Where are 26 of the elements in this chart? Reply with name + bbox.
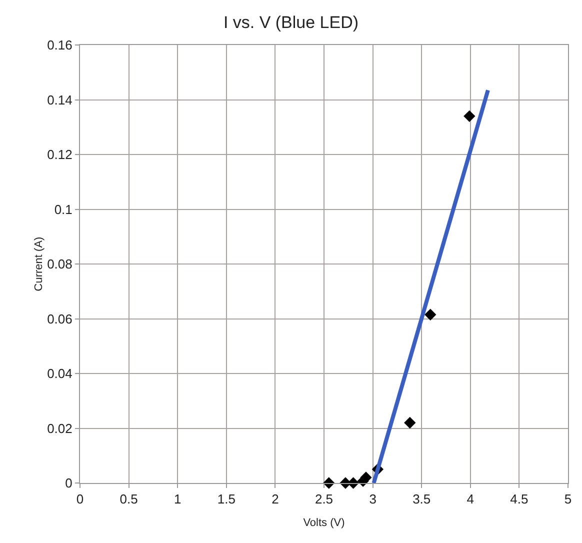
y-tick-label: 0 xyxy=(65,476,72,491)
x-tick-label: 3 xyxy=(369,492,376,507)
x-tick-label: 2 xyxy=(272,492,279,507)
y-tick-label: 0.08 xyxy=(47,256,72,272)
x-tick-label: 0.5 xyxy=(120,492,138,507)
x-tick-label: 4 xyxy=(466,492,474,507)
y-axis-title: Current (A) xyxy=(33,236,46,292)
point xyxy=(424,308,436,320)
x-tick-label: 4.5 xyxy=(510,492,528,507)
x-tick-label: 1.5 xyxy=(217,492,236,507)
x-tick-label: 1 xyxy=(174,492,182,507)
x-tick-label: 2.5 xyxy=(314,492,334,507)
x-tick-label: 0 xyxy=(76,492,84,507)
point xyxy=(404,416,416,429)
x-tick-label: 5 xyxy=(564,492,572,507)
x-axis-title: Volts (V) xyxy=(303,517,345,529)
y-tick-label: 0.16 xyxy=(47,38,72,53)
y-tick-label: 0.06 xyxy=(47,311,72,326)
y-tick-label: 0.14 xyxy=(47,92,72,108)
chart-title: I vs. V (Blue LED) xyxy=(223,13,359,32)
x-tick-label: 3.5 xyxy=(412,492,431,507)
y-tick-label: 0.04 xyxy=(47,366,72,382)
y-tick-label: 0.02 xyxy=(47,420,72,436)
y-tick-label: 0.12 xyxy=(47,147,72,162)
y-tick-label: 0.1 xyxy=(54,202,72,217)
point xyxy=(464,110,476,122)
